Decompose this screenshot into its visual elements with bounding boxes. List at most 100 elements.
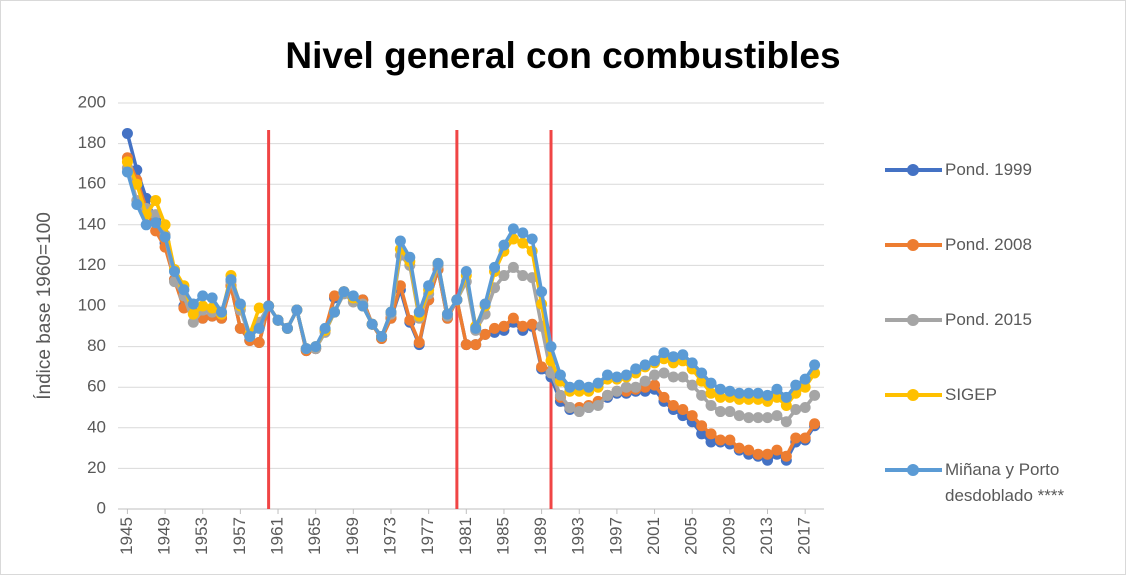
y-tick-label: 0 (97, 498, 106, 517)
data-point (771, 391, 783, 403)
data-point (799, 381, 811, 393)
data-point (649, 369, 661, 381)
x-tick-label: 1949 (155, 517, 174, 555)
data-point (762, 389, 774, 401)
data-point (752, 412, 764, 424)
data-point (639, 375, 651, 387)
data-point (733, 387, 745, 399)
data-point (724, 406, 736, 418)
data-point (338, 286, 350, 298)
data-point (536, 286, 548, 298)
data-point (347, 290, 359, 302)
data-point (168, 265, 180, 277)
data-point (357, 300, 369, 312)
data-point (583, 402, 595, 413)
data-point (507, 261, 519, 273)
data-point (743, 444, 755, 456)
x-tick-label: 2013 (757, 517, 776, 555)
data-point (686, 379, 698, 391)
x-tick-label: 2017 (795, 517, 814, 555)
x-tick-label: 1981 (456, 517, 475, 555)
data-point (714, 383, 726, 395)
data-point (752, 448, 764, 460)
data-point (677, 349, 689, 361)
data-point (686, 357, 698, 369)
data-point (658, 367, 670, 379)
data-point (507, 223, 519, 235)
data-point (573, 406, 585, 418)
data-point (790, 432, 802, 444)
data-point (385, 306, 397, 318)
data-point (253, 337, 265, 349)
data-point (479, 298, 491, 310)
x-tick-label: 2005 (682, 517, 701, 555)
legend-label: Miñana y Porto desdoblado **** (945, 460, 1065, 505)
data-point (526, 233, 538, 245)
data-point (498, 239, 510, 251)
data-point (498, 270, 510, 282)
data-point (470, 322, 482, 334)
data-point (564, 381, 576, 393)
y-tick-label: 160 (78, 174, 106, 193)
data-point (592, 399, 604, 411)
x-tick-label: 2009 (719, 517, 738, 555)
x-tick-label: 1997 (606, 517, 625, 555)
data-point (281, 322, 293, 334)
data-point (780, 391, 792, 403)
data-point (714, 406, 726, 418)
data-point (714, 391, 726, 403)
data-point (197, 290, 209, 302)
data-point (404, 251, 416, 263)
data-point (639, 359, 651, 371)
data-point (526, 318, 538, 330)
data-point (752, 387, 764, 399)
data-point (394, 235, 406, 247)
data-point (667, 371, 679, 383)
data-point (244, 330, 256, 342)
y-tick-label: 80 (87, 336, 106, 355)
data-point (159, 219, 171, 231)
data-point (809, 359, 821, 371)
x-tick-label: 1993 (569, 517, 588, 555)
data-point (432, 257, 444, 269)
data-point (611, 385, 623, 397)
data-point (601, 389, 613, 401)
data-point (780, 450, 792, 462)
x-tick-label: 1989 (531, 517, 550, 555)
data-point (159, 231, 171, 243)
data-point (291, 304, 303, 316)
data-point (376, 330, 388, 342)
data-point (780, 416, 792, 428)
data-point (658, 347, 670, 359)
legend-label: Pond. 2008 (945, 235, 1032, 254)
data-point (423, 280, 435, 292)
legend-label: Pond. 2015 (945, 310, 1032, 329)
data-point (762, 448, 774, 460)
data-point (413, 306, 425, 318)
data-point (611, 371, 623, 383)
data-point (121, 127, 133, 139)
data-point (790, 404, 802, 416)
data-point (743, 387, 755, 399)
data-point (649, 355, 661, 367)
data-point (762, 412, 774, 424)
x-tick-label: 1953 (192, 517, 211, 555)
data-point (743, 412, 755, 424)
data-point (272, 314, 284, 326)
data-point (667, 351, 679, 363)
data-point (479, 328, 491, 340)
data-point (498, 320, 510, 332)
data-point (733, 410, 745, 422)
data-point (197, 300, 209, 312)
data-point (686, 410, 698, 422)
y-tick-label: 200 (78, 92, 106, 111)
data-point (705, 377, 717, 389)
data-point (790, 379, 802, 391)
data-point (150, 194, 162, 206)
data-point (780, 399, 792, 411)
data-point (178, 284, 190, 296)
data-point (206, 292, 218, 304)
legend-marker (907, 314, 919, 326)
